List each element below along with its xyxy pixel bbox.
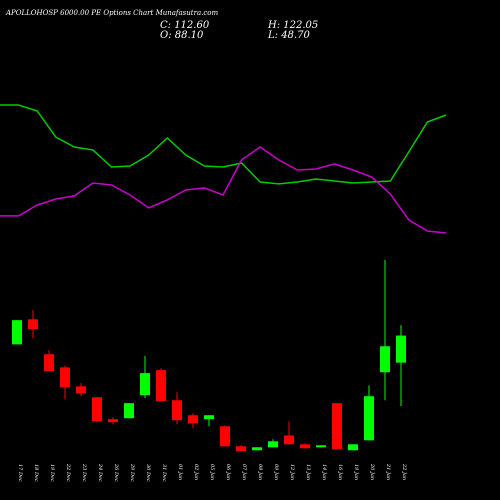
x-tick-label: 22 Jan (401, 463, 407, 480)
x-tick-label: 22 Dec (65, 463, 71, 482)
candle-body (204, 415, 214, 420)
x-tick-label: 06 Jan (225, 464, 231, 480)
candle-body (108, 419, 118, 423)
candle-body (124, 403, 134, 419)
x-tick-label: 17 Dec (17, 464, 23, 482)
x-tick-label: 26 Dec (113, 463, 119, 482)
x-tick-label: 19 Jan (353, 464, 359, 480)
x-tick-label: 12 Jan (289, 464, 295, 480)
candle-body (92, 397, 102, 422)
x-tick-label: 08 Jan (257, 464, 263, 480)
candle-body (284, 435, 294, 445)
candle-body (316, 445, 326, 448)
x-tick-label: 23 Dec (81, 463, 87, 482)
x-tick-label: 24 Dec (97, 463, 103, 482)
summary-open: O: 88.10 (160, 30, 204, 41)
x-tick-label: 05 Jan (209, 464, 215, 480)
x-tick-label: 09 Jan (273, 464, 279, 480)
indicator-line (0, 146, 447, 234)
summary-low: L: 48.70 (267, 30, 310, 41)
candle-body (60, 367, 70, 388)
candle-body (380, 346, 390, 373)
x-tick-label: 18 Dec (33, 464, 39, 482)
candle-body (236, 446, 246, 452)
chart-title: APOLLOHOSP 6000.00 PE Options Chart Muna… (5, 9, 218, 17)
candle-body (364, 396, 374, 441)
candle-body (156, 370, 166, 402)
x-tick-label: 02 Jan (193, 464, 199, 480)
x-tick-label: 30 Dec (145, 464, 151, 482)
summary-close: C: 112.60 (160, 20, 210, 31)
x-tick-label: 01 Jan (177, 464, 183, 480)
candle-body (188, 415, 198, 424)
summary-high: H: 122.05 (267, 20, 318, 31)
candle-body (300, 444, 310, 449)
x-tick-label: 16 Jan (337, 464, 343, 480)
x-tick-label: 20 Jan (369, 463, 375, 480)
x-tick-label: 13 Jan (305, 464, 311, 480)
candle-body (12, 320, 22, 345)
candle-body (348, 444, 358, 451)
x-tick-label: 19 Dec (49, 464, 55, 482)
candle-body (268, 441, 278, 448)
indicator-line (0, 104, 447, 185)
candle-body (44, 354, 54, 372)
candle-body (332, 403, 342, 450)
x-tick-label: 07 Jan (241, 464, 247, 480)
candle-body (172, 400, 182, 421)
candle-body (252, 447, 262, 451)
candle-body (76, 386, 86, 394)
x-tick-label: 14 Jan (321, 464, 327, 480)
candle-body (396, 335, 406, 363)
candle-body (220, 426, 230, 447)
candle-body (28, 319, 38, 330)
candle-body (140, 373, 150, 396)
x-tick-label: 29 Dec (129, 463, 135, 482)
x-tick-label: 21 Jan (385, 463, 391, 480)
x-tick-label: 31 Dec (161, 464, 167, 482)
